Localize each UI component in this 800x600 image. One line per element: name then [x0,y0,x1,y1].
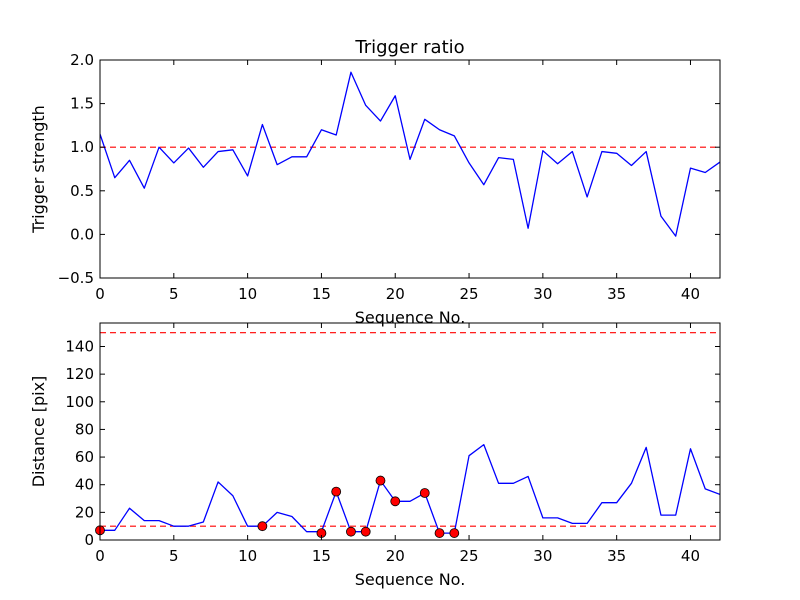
data-point-marker [434,528,445,538]
x-tick-label: 5 [169,547,179,565]
y-tick-label: 0.5 [70,182,94,200]
chart-title: Trigger ratio [354,37,464,58]
data-point-marker [360,526,371,537]
x-tick-label: 40 [681,285,700,303]
x-tick-label: 25 [460,285,479,303]
y-tick-label: 40 [75,476,94,494]
y-tick-label: 0 [84,531,94,549]
chart-panel-1: 0 5 10 15 20 25 30 35 40 −0.5 0.0 0.5 1.0 1.5 2.0 Seque… [29,37,721,327]
x-tick-label: 10 [238,285,257,303]
y-tick-label: 2.0 [70,51,94,69]
y-tick-label: 60 [75,448,94,466]
y-tick-label: 140 [65,337,94,355]
data-point-marker [390,496,401,507]
y-tick-label: 80 [75,420,94,438]
x-tick-label: 15 [312,547,331,565]
x-tick-label: 30 [533,285,552,303]
x-axis-label: Sequence No. [355,308,466,327]
y-tick-label: 120 [65,365,94,383]
axes-frame [99,322,721,541]
x-tick-label: 0 [95,547,105,565]
y-axis-label: Trigger strength [29,105,48,234]
data-point-marker [257,521,268,532]
data-point-marker [346,526,356,537]
x-tick-label: 25 [460,547,479,565]
x-tick-label: 15 [312,285,331,303]
x-tick-label: 20 [386,285,405,303]
series-line-1 [100,443,720,534]
series-line-1 [100,71,720,237]
y-tick-label: −0.5 [58,269,94,287]
data-point-marker [331,486,342,497]
y-tick-label: 1.0 [70,138,94,156]
x-tick-label: 10 [238,547,257,565]
y-tick-label: 20 [75,503,94,521]
y-axis-label: Distance [pix] [29,376,48,488]
x-tick-label: 0 [95,285,105,303]
chart-panel-2: 0 5 10 15 20 25 30 35 40 0 20 40 60 80 100 120 140 Sequen… [29,322,721,589]
x-tick-label: 5 [169,285,179,303]
x-tick-label: 35 [607,547,626,565]
x-tick-label: 35 [607,285,626,303]
axes-frame [99,59,721,279]
x-tick-label: 20 [386,547,405,565]
x-tick-label: 40 [681,547,700,565]
y-tick-label: 0.0 [70,225,94,243]
data-point-marker [419,488,430,498]
data-point-marker [375,475,386,486]
x-axis-label: Sequence No. [355,570,466,589]
y-tick-label: 100 [65,393,94,411]
data-point-marker [449,528,460,538]
y-tick-label: 1.5 [70,95,94,113]
x-tick-label: 30 [533,547,552,565]
